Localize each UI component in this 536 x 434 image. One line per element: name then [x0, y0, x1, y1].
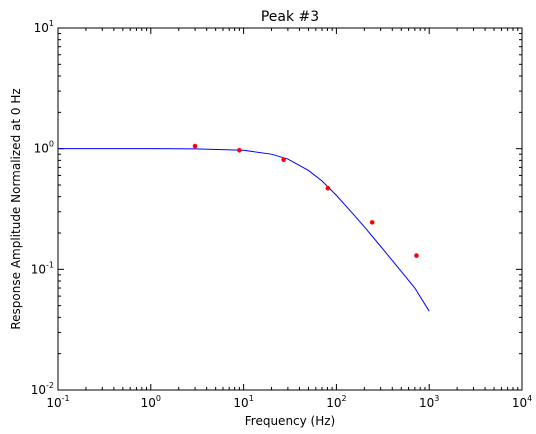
y-axis-label: Response Amplitude Normalized at 0 Hz [9, 88, 23, 329]
x-tick-label-exponent: 0 [156, 394, 161, 403]
x-tick-label-base: 10 [46, 396, 61, 410]
fit-curve-line [58, 148, 430, 312]
plot-area [58, 28, 522, 390]
data-point [369, 220, 375, 225]
y-tick-label: 100 [34, 140, 54, 156]
x-tick-label-exponent: -1 [62, 394, 70, 403]
x-tick-label: 104 [512, 394, 532, 410]
x-tick-label-exponent: 1 [249, 394, 254, 403]
x-tick-label: 100 [141, 394, 161, 410]
x-tick-label-exponent: 2 [341, 394, 346, 403]
x-tick-label-base: 10 [326, 396, 341, 410]
y-tick-label: 10-1 [31, 260, 54, 276]
x-tick-label: 10-1 [46, 394, 69, 410]
x-tick-label: 103 [419, 394, 439, 410]
x-ticks: 10-1 100 101 102 103 104 [46, 28, 532, 410]
x-tick-label: 102 [326, 394, 346, 410]
y-tick-label-exponent: 1 [49, 19, 54, 28]
y-tick-label-exponent: -1 [46, 260, 54, 269]
data-point [414, 253, 419, 258]
x-tick-label-exponent: 4 [527, 394, 532, 403]
y-tick-label: 10-2 [31, 381, 54, 397]
y-tick-label: 101 [34, 19, 54, 35]
y-tick-label-base: 10 [34, 142, 49, 156]
x-tick-label: 101 [233, 394, 253, 410]
series [58, 143, 430, 312]
x-tick-label-base: 10 [141, 396, 156, 410]
x-tick-label-base: 10 [233, 396, 248, 410]
y-tick-label-exponent: -2 [46, 381, 54, 390]
plot-frame [57, 27, 523, 391]
data-point [325, 185, 331, 191]
x-axis-label: Frequency (Hz) [245, 414, 336, 428]
data-point [237, 147, 242, 153]
chart-title: Peak #3 [261, 9, 319, 25]
y-tick-label-base: 10 [31, 262, 46, 276]
data-point [192, 143, 198, 149]
y-tick-label-base: 10 [31, 383, 46, 397]
y-tick-label-base: 10 [34, 21, 49, 35]
x-tick-label-base: 10 [419, 396, 434, 410]
y-tick-label-exponent: 0 [49, 140, 54, 149]
data-point [281, 157, 286, 163]
x-tick-label-exponent: 3 [434, 394, 439, 403]
x-tick-label-base: 10 [512, 396, 527, 410]
